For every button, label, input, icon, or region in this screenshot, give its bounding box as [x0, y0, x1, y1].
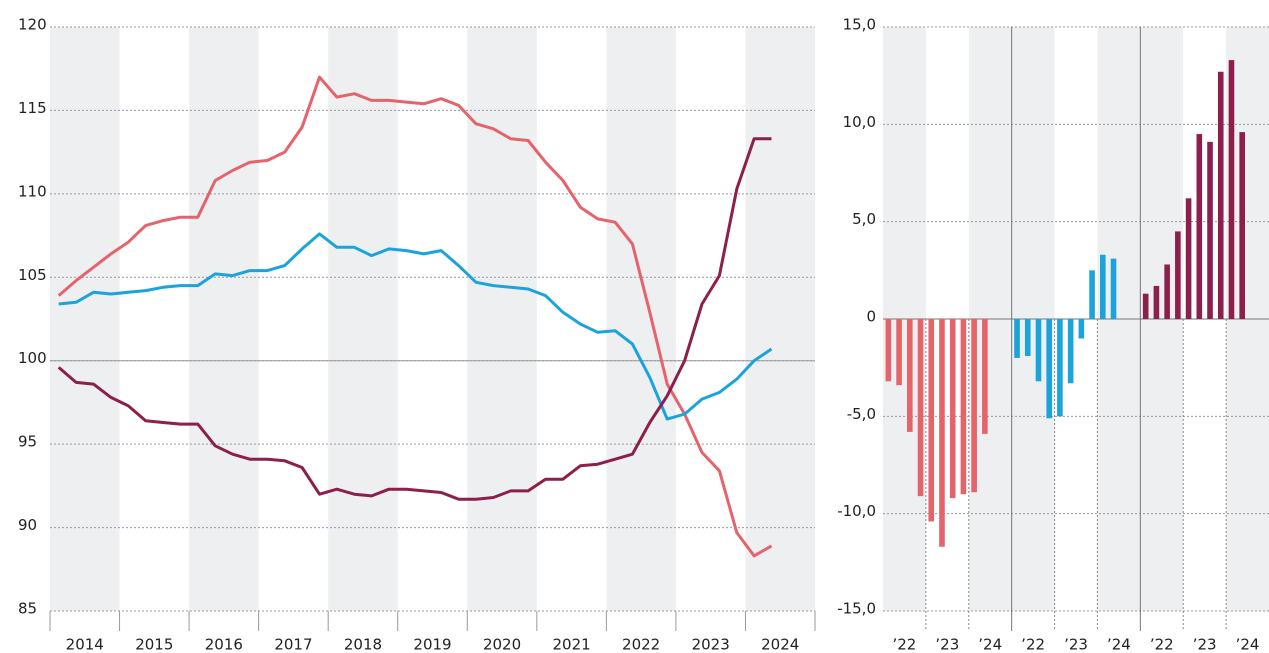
y-tick-label: 95 [18, 433, 37, 451]
bar [1024, 319, 1031, 356]
bar [1110, 258, 1117, 319]
bar [1142, 293, 1149, 319]
line [57, 75, 773, 558]
year-band [328, 27, 398, 611]
bar [1046, 319, 1052, 419]
x-tick-label: ’23 [1064, 636, 1088, 653]
bar [1078, 319, 1085, 339]
y-tick-label: 5,0 [852, 210, 876, 228]
bar [1153, 285, 1160, 319]
year-band [467, 27, 537, 611]
bar [1057, 319, 1063, 417]
year-band [50, 27, 120, 611]
y-tick-label: 110 [18, 182, 47, 200]
y-tick-label: -5,0 [847, 405, 876, 423]
bar [971, 319, 977, 493]
x-tick-label: 2021 [552, 636, 590, 653]
y-tick-label: -10,0 [837, 502, 876, 520]
x-tick-label: ’22 [893, 636, 917, 653]
bar [896, 319, 902, 386]
x-tick-label: 2017 [274, 636, 312, 653]
y-tick-label: -15,0 [837, 600, 876, 618]
bar [907, 319, 913, 432]
bar [960, 319, 967, 495]
bar [1164, 264, 1170, 319]
y-tick-label: 0 [866, 308, 876, 326]
x-tick-label: 2022 [622, 636, 660, 653]
x-tick-label: ’22 [1150, 636, 1174, 653]
bar [1100, 254, 1106, 319]
bar [949, 319, 956, 499]
y-tick-label: 100 [18, 349, 47, 367]
bar [917, 319, 924, 497]
x-tick-label: ’23 [1193, 636, 1217, 653]
bar [1239, 132, 1245, 319]
x-tick-label: ’23 [935, 636, 959, 653]
y-tick-label: 10,0 [843, 113, 876, 131]
x-tick-label: 2014 [66, 636, 104, 653]
bar [885, 319, 892, 382]
year-band [745, 27, 815, 611]
x-tick-label: ’22 [1021, 636, 1045, 653]
bar [928, 319, 935, 522]
x-tick-label: 2015 [135, 636, 173, 653]
bar [1089, 270, 1095, 319]
y-tick-label: 85 [18, 600, 37, 618]
bar [1217, 71, 1224, 319]
y-tick-label: 105 [18, 266, 47, 284]
bar [1185, 198, 1192, 319]
bar [939, 319, 945, 547]
x-tick-label: 2019 [413, 636, 451, 653]
line [57, 137, 772, 501]
y-tick-label: 90 [18, 516, 37, 534]
x-tick-label: 2023 [692, 636, 730, 653]
bar [1196, 134, 1203, 319]
bar [982, 319, 988, 434]
bar [1207, 141, 1213, 319]
year-band [606, 27, 676, 611]
bar [1175, 231, 1181, 319]
line [58, 232, 773, 421]
x-tick-label: 2016 [205, 636, 243, 653]
x-tick-label: ’24 [1236, 636, 1260, 653]
bar [1014, 319, 1020, 358]
bar [1035, 319, 1042, 382]
x-tick-label: 2018 [344, 636, 382, 653]
x-tick-label: ’24 [1107, 636, 1131, 653]
x-tick-label: 2020 [483, 636, 521, 653]
bar [1228, 60, 1235, 320]
x-tick-label: 2024 [761, 636, 799, 653]
year-band [189, 27, 259, 611]
y-tick-label: 120 [18, 16, 47, 34]
x-tick-label: ’24 [978, 636, 1002, 653]
y-tick-label: 15,0 [843, 16, 876, 34]
y-tick-label: 115 [18, 99, 47, 117]
bar [1067, 319, 1074, 384]
